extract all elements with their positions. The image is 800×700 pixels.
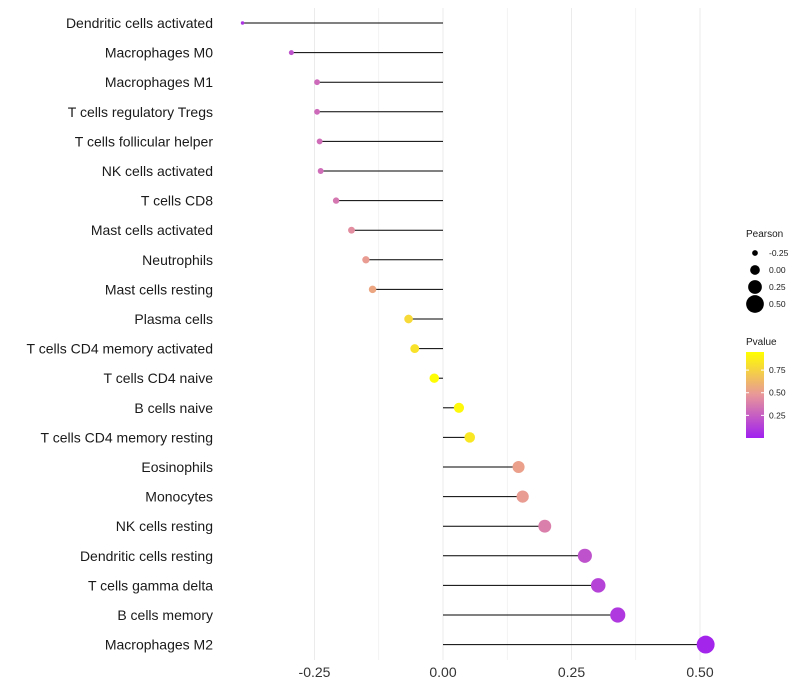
category-label: Mast cells activated bbox=[91, 222, 213, 238]
data-point bbox=[464, 432, 475, 443]
color-legend-label: 0.75 bbox=[769, 365, 786, 375]
category-label: T cells gamma delta bbox=[88, 577, 213, 593]
data-point bbox=[241, 21, 244, 24]
category-label: Dendritic cells resting bbox=[80, 548, 213, 564]
data-point bbox=[318, 168, 324, 174]
size-legend: -0.25 0.00 0.25 0.50 bbox=[746, 248, 789, 313]
data-point bbox=[289, 50, 294, 55]
data-point bbox=[538, 520, 551, 533]
category-label: T cells CD4 naive bbox=[104, 370, 214, 386]
size-legend-label: 0.25 bbox=[769, 282, 786, 292]
category-label: Macrophages M0 bbox=[105, 45, 213, 61]
category-label: NK cells resting bbox=[116, 518, 213, 534]
legend: Pearson -0.25 0.00 0.25 0.50 Pvalue 0.75 0.5… bbox=[746, 229, 789, 438]
data-point bbox=[610, 607, 625, 622]
size-legend-title: Pearson bbox=[746, 229, 783, 240]
data-point bbox=[517, 491, 529, 503]
category-label: NK cells activated bbox=[102, 163, 213, 179]
color-legend-label: 0.25 bbox=[769, 410, 786, 420]
x-tick-label: 0.25 bbox=[558, 664, 585, 680]
lollipop-chart: Dendritic cells activated Macrophages M0 M… bbox=[0, 0, 800, 700]
lollipop-points bbox=[241, 21, 715, 653]
category-label: Monocytes bbox=[145, 489, 213, 505]
data-point bbox=[404, 315, 413, 324]
size-legend-dot bbox=[748, 280, 762, 294]
data-point bbox=[410, 344, 419, 353]
data-point bbox=[697, 636, 715, 654]
data-point bbox=[578, 549, 592, 563]
category-label: T cells CD4 memory activated bbox=[27, 341, 213, 357]
x-tick-label: 0.50 bbox=[686, 664, 713, 680]
color-legend-label: 0.50 bbox=[769, 388, 786, 398]
data-point bbox=[430, 373, 439, 382]
data-point bbox=[333, 197, 339, 203]
category-labels: Dendritic cells activated Macrophages M0 M… bbox=[27, 15, 214, 653]
category-label: Neutrophils bbox=[142, 252, 213, 268]
category-label: Macrophages M1 bbox=[105, 74, 213, 90]
data-point bbox=[317, 138, 323, 144]
x-tick-label: 0.00 bbox=[429, 664, 456, 680]
category-label: T cells regulatory Tregs bbox=[68, 104, 213, 120]
x-tick-label: -0.25 bbox=[299, 664, 331, 680]
data-point bbox=[369, 286, 377, 294]
category-label: B cells naive bbox=[134, 400, 213, 416]
color-legend-title: Pvalue bbox=[746, 337, 777, 348]
category-label: Plasma cells bbox=[134, 311, 213, 327]
category-label: Macrophages M2 bbox=[105, 637, 213, 653]
category-label: Eosinophils bbox=[141, 459, 213, 475]
data-point bbox=[513, 461, 525, 473]
category-label: Dendritic cells activated bbox=[66, 15, 213, 31]
grid-lines bbox=[315, 8, 701, 660]
category-label: T cells CD8 bbox=[141, 193, 213, 209]
color-legend-bar bbox=[746, 352, 764, 438]
size-legend-label: -0.25 bbox=[769, 248, 789, 258]
category-label: B cells memory bbox=[117, 607, 213, 623]
data-point bbox=[314, 79, 320, 85]
lollipop-segments bbox=[243, 23, 706, 645]
category-label: T cells follicular helper bbox=[75, 133, 214, 149]
size-legend-label: 0.50 bbox=[769, 299, 786, 309]
category-label: Mast cells resting bbox=[105, 281, 213, 297]
x-axis-ticks: -0.25 0.00 0.25 0.50 bbox=[299, 664, 714, 680]
data-point bbox=[362, 256, 369, 263]
data-point bbox=[454, 403, 464, 413]
size-legend-label: 0.00 bbox=[769, 265, 786, 275]
size-legend-dot bbox=[750, 265, 760, 275]
category-label: T cells CD4 memory resting bbox=[41, 429, 213, 445]
size-legend-dot bbox=[752, 250, 758, 256]
data-point bbox=[314, 109, 320, 115]
data-point bbox=[591, 578, 606, 593]
data-point bbox=[348, 227, 355, 234]
size-legend-dot bbox=[746, 295, 764, 313]
